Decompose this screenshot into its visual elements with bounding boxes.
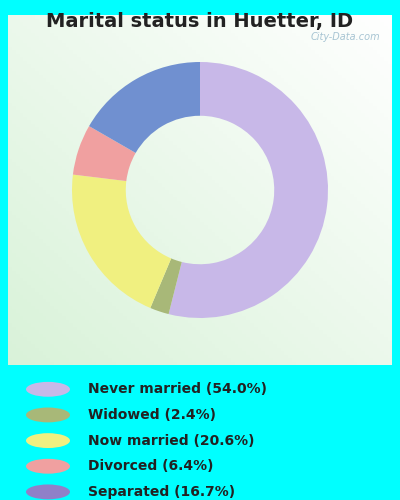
Text: Never married (54.0%): Never married (54.0%) [88,382,267,396]
Circle shape [26,433,70,448]
Wedge shape [150,258,182,314]
Wedge shape [73,126,136,181]
Wedge shape [89,62,200,153]
Circle shape [26,382,70,396]
Circle shape [26,459,70,473]
Circle shape [26,484,70,500]
Wedge shape [72,174,171,308]
Text: Now married (20.6%): Now married (20.6%) [88,434,254,448]
Text: City-Data.com: City-Data.com [311,32,380,42]
Text: Marital status in Huetter, ID: Marital status in Huetter, ID [46,12,354,32]
Text: Divorced (6.4%): Divorced (6.4%) [88,459,214,473]
Text: Widowed (2.4%): Widowed (2.4%) [88,408,216,422]
Text: Separated (16.7%): Separated (16.7%) [88,485,235,499]
Circle shape [26,408,70,422]
Wedge shape [168,62,328,318]
